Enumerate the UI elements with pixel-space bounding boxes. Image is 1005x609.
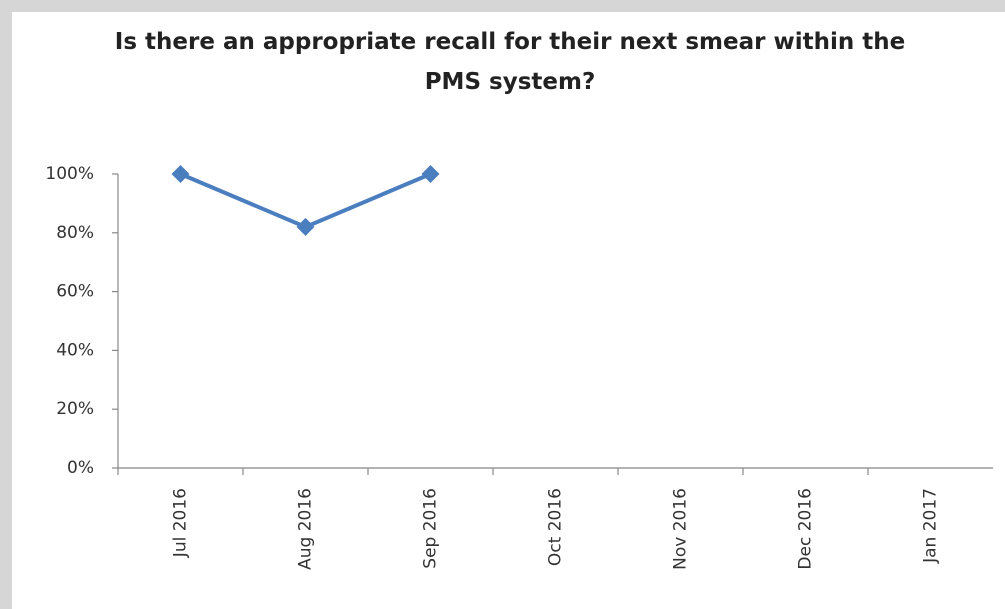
x-tick-label: Aug 2016 <box>296 488 316 570</box>
chart-title: Is there an appropriate recall for their… <box>114 29 906 95</box>
x-tick-label: Dec 2016 <box>796 488 816 570</box>
y-tick-label: 80% <box>56 223 94 243</box>
marker <box>171 165 190 183</box>
y-tick-label: 0% <box>67 458 94 478</box>
chart-area <box>12 12 1005 609</box>
y-tick-label: 40% <box>56 340 94 360</box>
x-tick-label: Jul 2016 <box>171 488 191 558</box>
x-tick-label: Oct 2016 <box>546 488 566 566</box>
y-tick-label: 100% <box>45 164 94 184</box>
x-tick-label: Sep 2016 <box>421 488 441 569</box>
y-tick-label: 20% <box>56 399 94 419</box>
x-tick-label: Jan 2017 <box>921 488 941 564</box>
marker <box>296 217 315 236</box>
marker <box>421 165 440 183</box>
x-tick-label: Nov 2016 <box>671 488 691 570</box>
y-tick-label: 60% <box>56 282 94 302</box>
